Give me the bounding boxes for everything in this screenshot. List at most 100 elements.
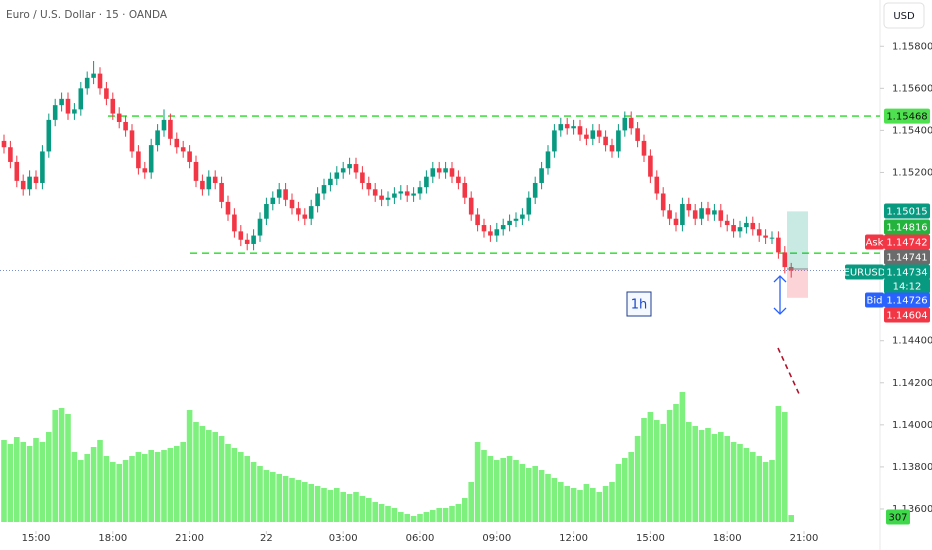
volume-bar [302,482,308,522]
candle-body [731,225,736,232]
volume-bar [154,452,161,522]
candle-body [264,204,269,219]
volume-bar [1,440,7,522]
candle-body [187,151,192,162]
volume-bar [423,512,430,522]
candle-body [552,130,557,152]
volume-bar [340,492,346,522]
candle-body [360,172,365,183]
price-tag: 1.14742 [886,238,927,249]
candle-body [468,197,474,215]
candle-body [616,130,621,152]
candle-body [507,220,512,226]
volume-bar [289,478,295,522]
price-tag: 307 [888,513,907,524]
candle-body [590,130,596,139]
volume-bar [65,414,71,522]
candle-body [238,231,244,240]
volume-bar [417,514,423,522]
volume-bar [391,508,398,522]
volume-bar [775,406,782,522]
volume-bar [654,420,660,522]
volume-bar [647,412,654,522]
volume-bar [378,504,385,522]
candle-body [385,197,391,200]
x-tick-label: 21:00 [790,533,819,544]
x-tick-label: 15:00 [22,533,51,544]
candle-body [232,214,237,232]
candle-body [481,225,487,232]
y-tick-label: 1.13600 [892,504,932,515]
x-tick-label: 12:00 [559,533,588,544]
price-tag: 1.14816 [886,223,927,234]
candle-body [692,210,698,219]
volume-bar [615,464,622,522]
volume-bar [430,510,436,522]
volume-bar [398,512,404,522]
candle-body [667,210,672,219]
candle-body [148,145,154,173]
x-tick-label: 21:00 [175,533,204,544]
volume-bar [186,410,193,522]
volume-bar [174,446,180,522]
volume-bar [519,464,526,522]
volume-bar [372,502,378,522]
candle-body [321,185,327,194]
volume-bar [609,482,615,522]
candle-body [424,176,429,188]
volume-bar [321,488,327,522]
candle-body [782,252,788,268]
volume-bar [308,484,314,522]
y-tick-label: 1.15200 [892,167,932,178]
candle-body [436,168,442,173]
price-tag: 1.14741 [886,253,927,264]
price-tag-bg [845,264,884,280]
volume-bar [462,498,468,522]
candle-body [660,193,666,211]
candle-body [296,208,301,215]
volume-bar [353,492,359,522]
candle-body [456,176,461,183]
candle-body [244,239,250,244]
position-profit-zone [787,211,808,269]
candle-body [302,214,308,219]
candle-body [206,176,212,190]
volume-bar [686,422,692,522]
candle-body [84,77,90,89]
y-tick-label: 1.14200 [892,378,932,389]
volume-bar [250,462,257,522]
volume-bar [481,450,487,522]
volume-bar [110,462,116,522]
candle-body [635,128,640,141]
volume-bar [20,442,26,522]
volume-bar [602,486,609,522]
volume-bar [199,426,206,522]
candle-body [347,164,352,169]
currency-button[interactable] [883,2,925,29]
candle-body [673,218,679,226]
price-tag: 1.14604 [886,311,927,322]
candle-body [680,204,685,226]
candle-body [769,237,775,239]
volume-bar [750,452,756,522]
volume-bar [564,486,570,522]
candle-body [513,218,519,221]
candle-body [123,121,128,131]
volume-bar [359,496,366,522]
candle-body [532,182,538,198]
price-tag-bg [884,219,930,235]
candle-body [539,168,544,183]
candle-body [161,119,167,131]
volume-bar [442,508,449,522]
price-tag: 1.15468 [886,112,927,123]
volume-bar [167,448,174,522]
volume-bar [238,452,244,522]
price-tag-bg [865,292,884,308]
candle-body [705,208,711,215]
volume-bar [698,430,705,522]
volume-bar [142,454,148,522]
candle-body [366,182,372,190]
drawings: 1h [626,275,801,397]
candle-body [686,204,692,211]
candle-body [603,136,608,146]
